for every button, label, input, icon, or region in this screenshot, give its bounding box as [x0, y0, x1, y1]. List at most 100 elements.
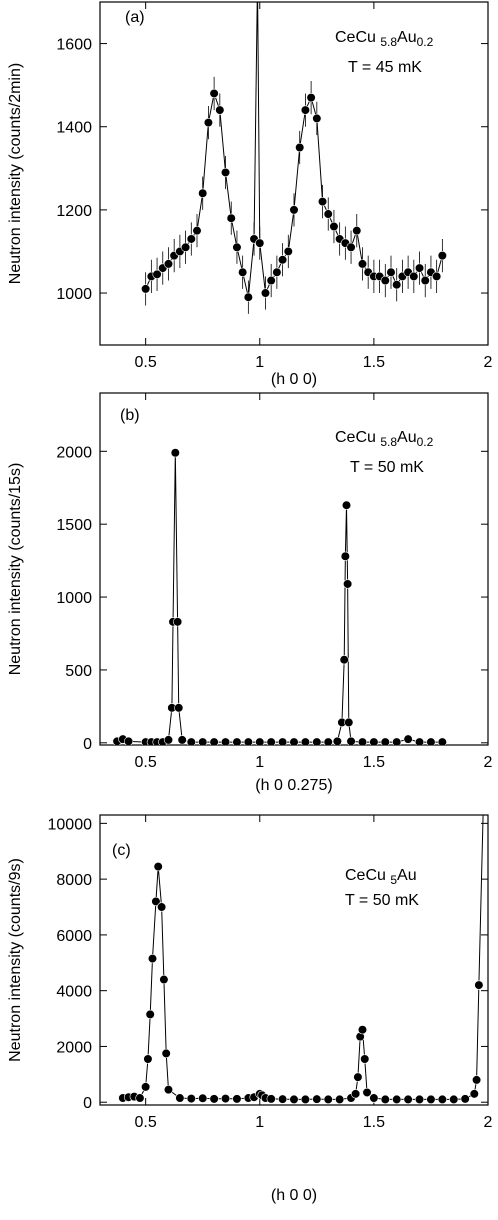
- data-point: [339, 655, 349, 665]
- data-point: [471, 1075, 482, 1085]
- data-point: [352, 226, 362, 236]
- data-point: [152, 269, 162, 279]
- data-point: [272, 267, 282, 277]
- data-point: [232, 1094, 242, 1104]
- y-axis-label: Neutron intensity (counts/2min): [7, 63, 24, 284]
- data-point: [260, 288, 271, 298]
- panel-label: (c): [112, 842, 131, 859]
- x-tick-label: 2: [484, 754, 493, 771]
- y-tick-label: 1000: [56, 286, 92, 303]
- data-point: [323, 1094, 333, 1105]
- y-tick-label: 500: [65, 663, 92, 680]
- y-tick-label: 0: [83, 736, 92, 753]
- formula-part: Au: [397, 867, 417, 884]
- data-point: [192, 226, 202, 236]
- data-point: [266, 275, 276, 286]
- panel-label: (a): [125, 9, 145, 26]
- data-point: [243, 737, 253, 745]
- data-point: [277, 737, 288, 745]
- data-point: [266, 1094, 276, 1104]
- data-point: [163, 259, 174, 269]
- data-point: [174, 703, 184, 713]
- formula-part: CeCu: [335, 29, 380, 46]
- x-tick-label: 1.5: [363, 354, 385, 371]
- formula: CeCu 5.8Au0.2: [335, 29, 434, 49]
- data-point: [306, 93, 316, 103]
- data-point: [289, 1094, 299, 1105]
- formula-part: Au: [397, 429, 417, 446]
- data-point: [186, 234, 196, 244]
- data-point: [380, 737, 390, 745]
- data-point: [346, 736, 356, 745]
- annotation: T = 50 mK: [350, 459, 424, 476]
- formula-subscript: 5: [390, 873, 397, 887]
- data-point: [469, 1089, 479, 1099]
- data-point: [346, 242, 356, 252]
- data-point: [147, 954, 158, 964]
- data-point: [449, 1094, 459, 1105]
- data-point: [300, 105, 311, 115]
- data-point: [420, 275, 430, 286]
- data-point: [386, 267, 396, 277]
- data-point: [335, 1094, 345, 1105]
- x-tick-label: 0.5: [135, 354, 157, 371]
- data-point: [369, 1093, 379, 1103]
- formula-subscript: 5.8: [380, 35, 397, 49]
- data-point: [283, 246, 293, 257]
- y-tick-label: 1600: [56, 37, 92, 54]
- data-point: [474, 980, 484, 990]
- data-point: [198, 1093, 208, 1103]
- data-point: [175, 1093, 185, 1103]
- data-point: [353, 1072, 363, 1082]
- data-point: [232, 242, 242, 252]
- data-line: [122, 815, 484, 1100]
- formula: CeCu 5Au: [345, 867, 417, 887]
- data-point: [145, 1009, 155, 1019]
- data-point: [340, 551, 350, 561]
- y-tick-label: 2000: [56, 444, 92, 461]
- plot-content: [112, 448, 447, 745]
- data-point: [437, 1094, 447, 1105]
- x-axis-label: (h 0 0.275): [255, 777, 332, 794]
- y-tick-label: 0: [83, 1095, 92, 1112]
- data-point: [289, 205, 299, 215]
- data-point: [220, 1093, 231, 1104]
- plot-frame: [99, 1, 489, 346]
- plot-content: [141, 2, 447, 314]
- x-tick-label: 2: [484, 1114, 493, 1131]
- data-point: [300, 1094, 311, 1105]
- data-point: [232, 737, 242, 745]
- data-point: [437, 251, 447, 261]
- data-point: [380, 1094, 390, 1105]
- formula: CeCu 5.8Au0.2: [335, 429, 434, 449]
- data-point: [437, 737, 447, 745]
- data-point: [209, 737, 219, 745]
- data-point: [177, 735, 187, 745]
- data-point: [357, 737, 368, 745]
- data-point: [255, 737, 265, 745]
- y-axis-label: Neutron intensity (counts/15s): [7, 463, 24, 676]
- x-axis-label: (h 0 0): [271, 371, 317, 388]
- y-tick-label: 1400: [56, 120, 92, 137]
- data-point: [323, 209, 333, 219]
- data-point: [238, 267, 248, 277]
- x-tick-label: 0.5: [135, 754, 157, 771]
- data-point: [300, 737, 311, 745]
- plot-content: [118, 797, 488, 1105]
- data-point: [479, 797, 488, 806]
- data-point: [432, 271, 442, 282]
- data-point: [289, 737, 299, 745]
- x-tick-label: 1.5: [363, 754, 385, 771]
- data-point: [255, 238, 265, 248]
- annotation: T = 45 mK: [348, 59, 422, 76]
- x-axis-label: (h 0 0): [271, 1187, 317, 1204]
- data-point: [312, 737, 322, 745]
- y-tick-label: 6000: [56, 928, 92, 945]
- x-tick-label: 0.5: [135, 1114, 157, 1131]
- data-point: [392, 737, 402, 745]
- data-point: [295, 142, 305, 153]
- data-point: [161, 1048, 171, 1059]
- data-point: [362, 1087, 372, 1098]
- plot-frame: [99, 814, 489, 1106]
- formula-part: CeCu: [345, 867, 390, 884]
